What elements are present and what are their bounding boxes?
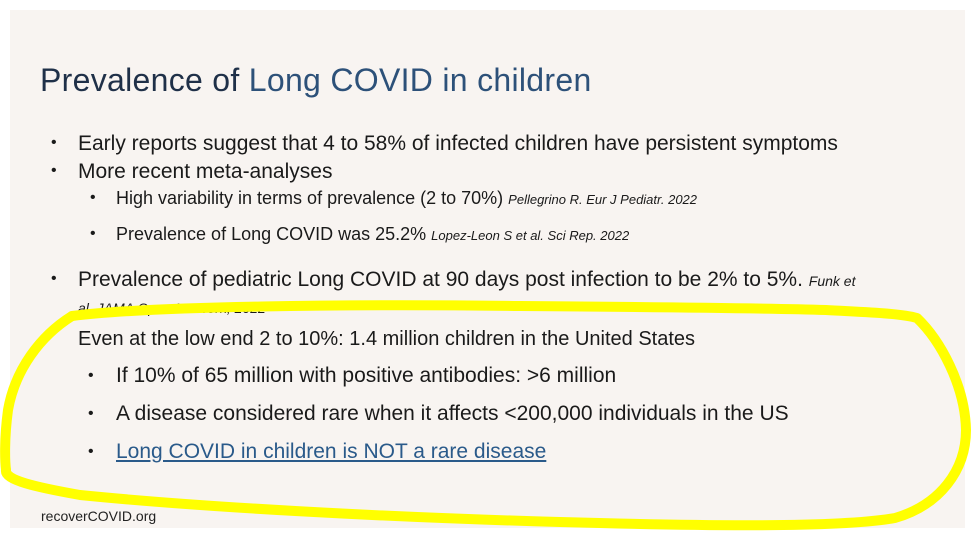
bullet-dot: • xyxy=(51,270,57,287)
sub-bullet-text: A disease considered rare when it affect… xyxy=(116,402,789,425)
bullet-early-reports: • Early reports suggest that 4 to 58% of… xyxy=(51,132,838,156)
title-highlight: Long COVID in children xyxy=(248,62,592,98)
bullet-text: Prevalence of pediatric Long COVID at 90… xyxy=(78,268,809,291)
slide: Prevalence of Long COVID in children • E… xyxy=(10,10,965,528)
highlight-lead: Even at the low end 2 to 10%: 1.4 millio… xyxy=(78,328,696,350)
citation: Pellegrino R. Eur J Pediatr. 2022 xyxy=(508,192,698,207)
sub-bullet-antibodies: • If 10% of 65 million with positive ant… xyxy=(88,364,617,388)
sub-bullet-variability: • High variability in terms of prevalenc… xyxy=(90,188,698,209)
sub-bullet-text: High variability in terms of prevalence … xyxy=(116,188,509,208)
sub-bullet-not-rare: • Long COVID in children is NOT a rare d… xyxy=(88,440,547,464)
bullet-dot: • xyxy=(51,134,57,151)
sub-bullet-rare-definition: • A disease considered rare when it affe… xyxy=(88,402,789,426)
not-rare-link[interactable]: Long COVID in children is NOT a rare dis… xyxy=(116,440,547,463)
bullet-dot: • xyxy=(51,162,57,179)
bullet-dot: • xyxy=(90,189,96,206)
citation-continued: al, JAMA Open Network, 2022 xyxy=(78,300,266,316)
bullet-meta-analyses: • More recent meta-analyses xyxy=(51,160,333,184)
sub-bullet-text: Prevalence of Long COVID was 25.2% xyxy=(116,224,432,244)
citation: Funk et xyxy=(808,273,856,289)
bullet-text: Early reports suggest that 4 to 58% of i… xyxy=(78,132,838,155)
bullet-dot: • xyxy=(88,367,94,384)
citation: Lopez-Leon S et al. Sci Rep. 2022 xyxy=(431,228,630,243)
bullet-dot: • xyxy=(90,225,96,242)
slide-title: Prevalence of Long COVID in children xyxy=(40,62,592,99)
sub-bullet-text: If 10% of 65 million with positive antib… xyxy=(116,364,617,387)
title-prefix: Prevalence of xyxy=(40,62,249,98)
bullet-text: More recent meta-analyses xyxy=(78,160,333,183)
bullet-dot: • xyxy=(88,443,94,460)
sub-bullet-prevalence: • Prevalence of Long COVID was 25.2% Lop… xyxy=(90,224,630,245)
bullet-pediatric: • Prevalence of pediatric Long COVID at … xyxy=(51,268,856,292)
bullet-dot: • xyxy=(88,405,94,422)
footer-site: recoverCOVID.org xyxy=(41,508,157,524)
